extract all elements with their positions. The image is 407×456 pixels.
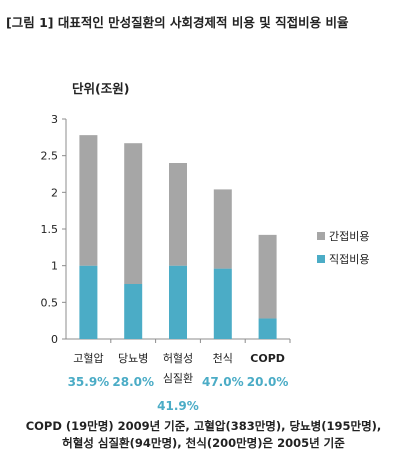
bar-direct [124, 284, 143, 339]
x-tick-label: 천식 [213, 351, 233, 365]
direct-ratio-label: 41.9% [157, 399, 199, 413]
y-tick-label: 2.5 [41, 150, 59, 163]
direct-ratio-label: 35.9% [68, 375, 110, 389]
chart-title: [그림 1] 대표적인 만성질환의 사회경제적 비용 및 직접비용 비율 [6, 15, 349, 30]
x-tick-label-line2: 심질환 [163, 372, 193, 385]
bar-indirect [213, 189, 232, 269]
legend-swatch [317, 255, 325, 263]
bar-indirect [79, 135, 98, 266]
bar-direct [213, 268, 232, 339]
direct-ratio-label: 28.0% [112, 375, 154, 389]
footnote-line-1: COPD (19만명) 2009년 기준, 고혈압(383만명), 당뇨병(19… [25, 419, 382, 433]
legend-swatch [317, 232, 325, 240]
legend-label: 직접비용 [329, 253, 369, 266]
bar-direct [79, 265, 98, 339]
direct-ratio-label: 20.0% [247, 375, 289, 389]
direct-ratio-label: 47.0% [202, 375, 244, 389]
y-tick-label: 3 [51, 113, 58, 126]
x-tick-label: 고혈압 [73, 351, 103, 365]
footnote-line-2: 허혈성 심질환(94만명), 천식(200만명)은 2005년 기준 [62, 436, 345, 450]
y-tick-label: 1.5 [41, 223, 59, 236]
y-tick-label: 1 [51, 260, 58, 273]
bar-direct [258, 318, 277, 339]
y-tick-label: 0.5 [41, 296, 59, 309]
y-tick-label: 2 [51, 186, 58, 199]
bar-indirect [169, 163, 187, 266]
x-tick-label: COPD [250, 352, 285, 365]
x-tick-label: 당뇨병 [118, 352, 148, 365]
unit-label: 단위(조원) [72, 81, 129, 96]
bar-indirect [258, 234, 277, 319]
y-tick-label: 0 [51, 333, 58, 346]
x-tick-label: 허혈성 [163, 351, 193, 365]
bar-indirect [124, 143, 143, 284]
legend-label: 간접비용 [329, 230, 369, 243]
bar-direct [169, 265, 187, 339]
